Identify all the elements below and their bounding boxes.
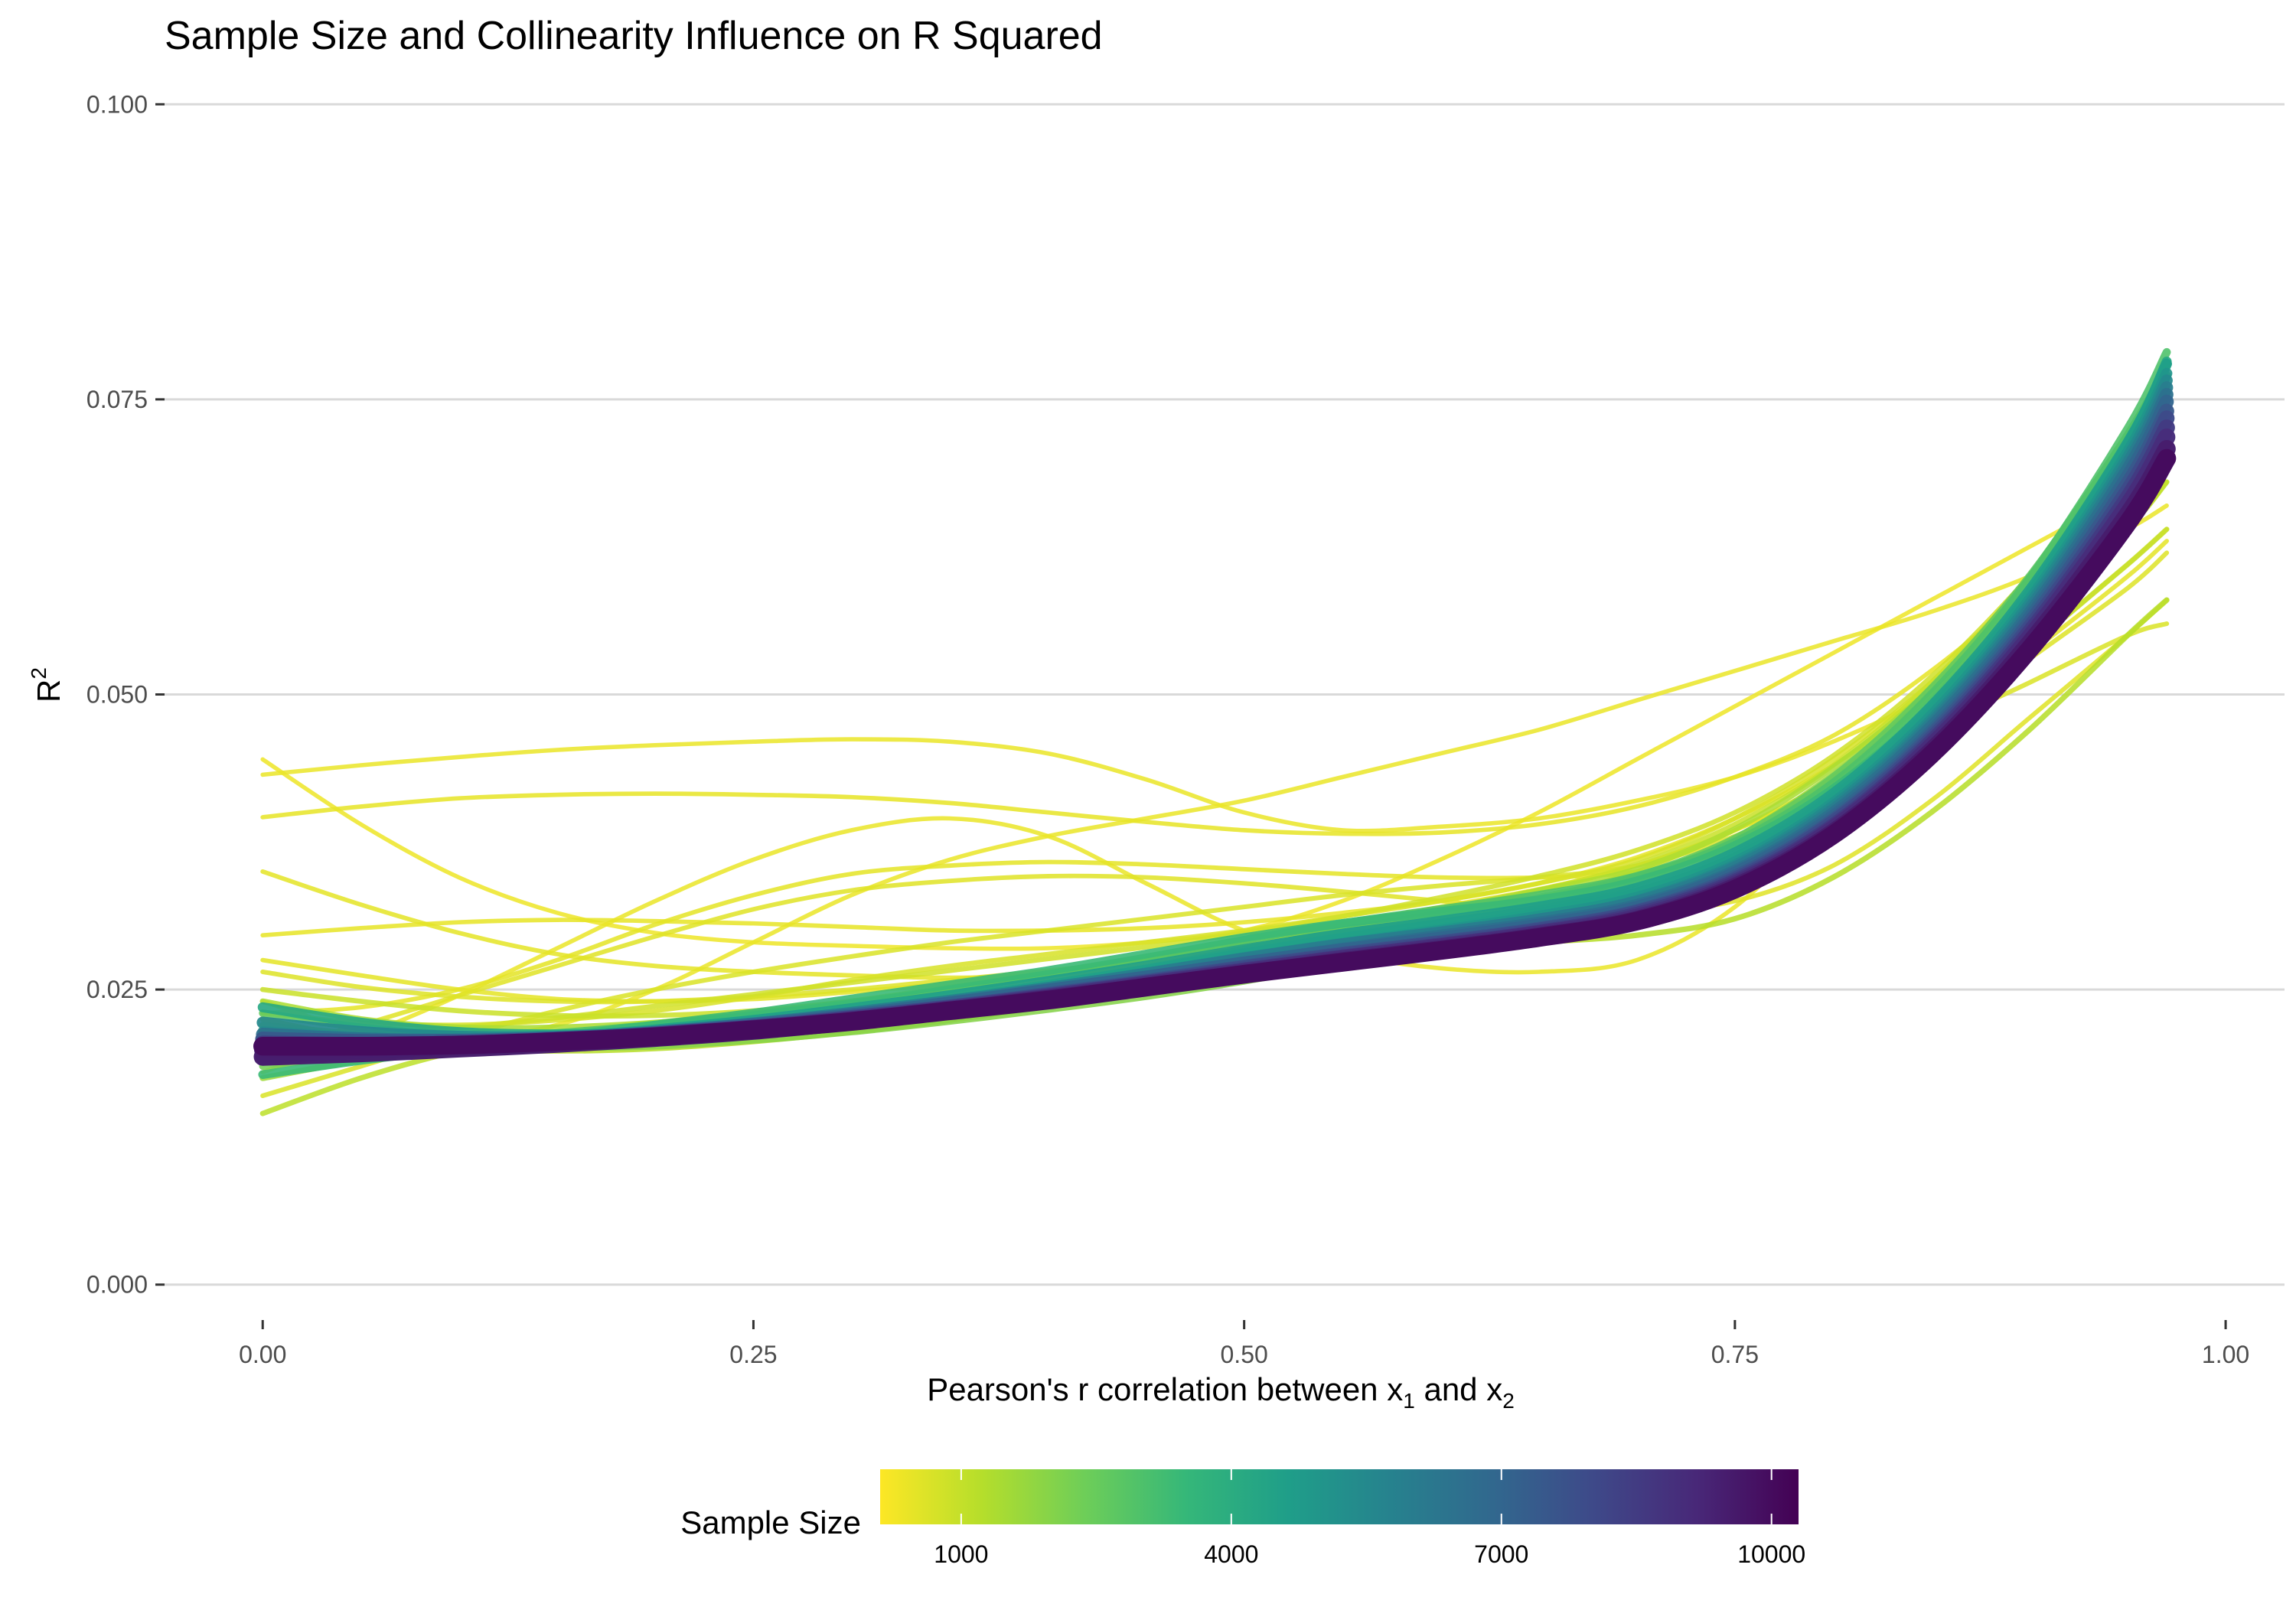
x-tick-label: 0.75 <box>1711 1341 1759 1368</box>
y-axis-title: R2 <box>27 667 67 702</box>
legend-title: Sample Size <box>680 1504 861 1540</box>
colorbar-tick-label: 4000 <box>1204 1540 1258 1568</box>
y-tick-label: 0.000 <box>86 1271 148 1299</box>
colorbar-tick-label: 10000 <box>1737 1540 1805 1568</box>
y-tick-label: 0.100 <box>86 90 148 118</box>
y-axis: 0.000 0.025 0.050 0.075 0.100 <box>86 90 165 1299</box>
x-tick-label: 1.00 <box>2202 1341 2249 1368</box>
colorbar <box>880 1469 1799 1524</box>
y-tick-label: 0.075 <box>86 386 148 413</box>
series-line <box>260 420 2169 938</box>
colorbar-tick-label: 1000 <box>934 1540 988 1568</box>
series-line <box>257 358 2172 1066</box>
series-line <box>253 448 2177 1056</box>
y-tick-label: 0.050 <box>86 681 148 709</box>
series-line <box>260 598 2170 1051</box>
colorbar-legend: Sample Size 1000 4000 7000 10000 <box>680 1469 1805 1568</box>
colorbar-tick-label: 7000 <box>1474 1540 1528 1568</box>
series-layer <box>253 347 2177 1116</box>
chart-title: Sample Size and Collinearity Influence o… <box>165 14 1103 58</box>
x-tick-label: 0.00 <box>239 1341 286 1368</box>
x-axis: 0.00 0.25 0.50 0.75 1.00 <box>239 1320 2249 1368</box>
y-tick-label: 0.025 <box>86 976 148 1003</box>
colorbar-ticks: 1000 4000 7000 10000 <box>934 1469 1805 1568</box>
x-tick-label: 0.25 <box>729 1341 777 1368</box>
y-gridlines <box>165 103 2285 1286</box>
series-line <box>260 432 2169 836</box>
x-tick-label: 0.50 <box>1221 1341 1268 1368</box>
series-line <box>260 468 2169 951</box>
x-axis-title: Pearson's r correlation between x1 and x… <box>927 1371 1515 1413</box>
